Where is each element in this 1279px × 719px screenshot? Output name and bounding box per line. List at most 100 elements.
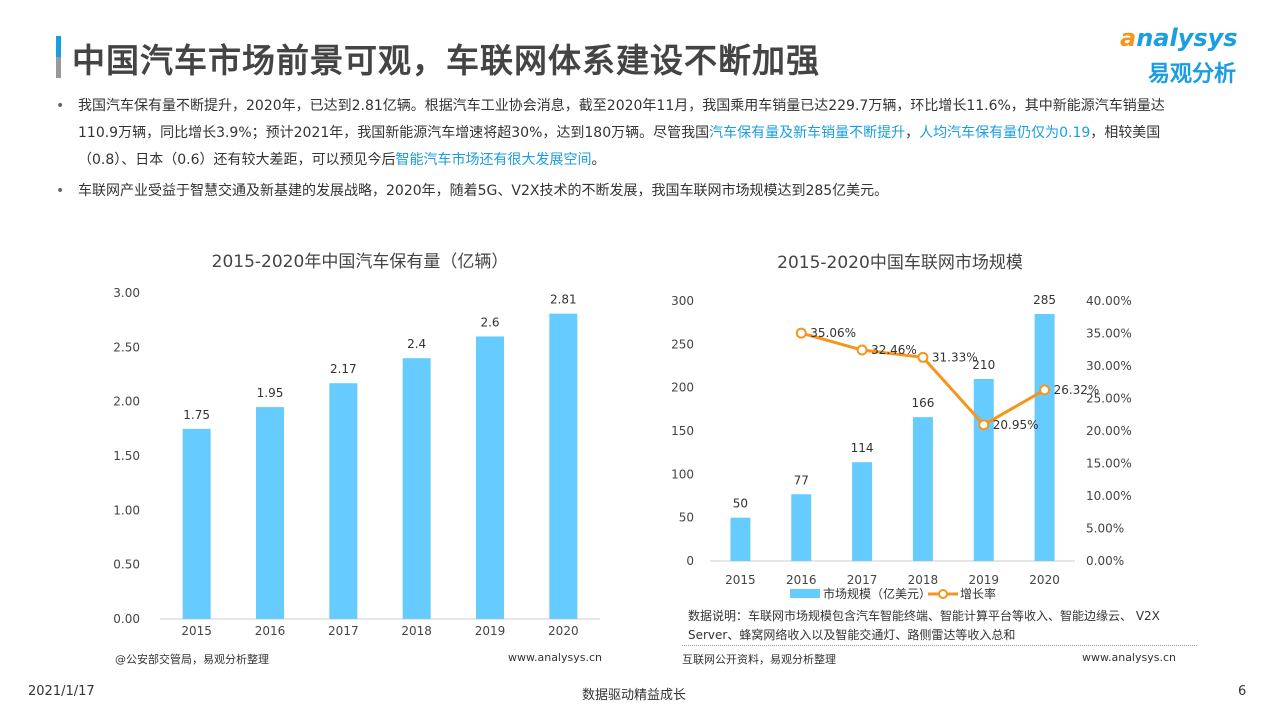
bullet-text: 。 [591, 152, 606, 168]
left-source: @公安部交管局，易观分析整理 [115, 653, 269, 666]
growth-point [795, 327, 807, 339]
right-site: www.analysys.cn [1082, 651, 1176, 664]
y2-tick-label: 40.00% [1086, 294, 1132, 308]
highlight-text: 人均汽车保有量仍仅为0.19 [919, 125, 1091, 141]
bar [730, 517, 751, 561]
x-tick-label: 2016 [255, 624, 286, 638]
y2-tick-label: 25.00% [1086, 392, 1132, 406]
footer-date: 2021/1/17 [28, 684, 95, 699]
x-tick-label: 2015 [181, 624, 212, 638]
bar [549, 313, 578, 619]
y2-tick-label: 0.00% [1086, 554, 1124, 568]
y-tick-label: 300 [671, 294, 694, 308]
growth-point [1039, 384, 1051, 396]
bar [852, 462, 873, 561]
x-tick-label: 2019 [475, 624, 506, 638]
data-label: 210 [972, 358, 995, 372]
bullet-1: 我国汽车保有量不断提升，2020年，已达到2.81亿辆。根据汽车工业协会消息，截… [56, 93, 1202, 174]
bar [912, 417, 933, 561]
highlight-text: 智能汽车市场还有很大发展空间 [395, 152, 592, 168]
page-number: 6 [1238, 684, 1247, 699]
logo: analysys [1120, 24, 1238, 52]
legend-marker [938, 589, 948, 599]
y2-tick-label: 30.00% [1086, 359, 1132, 373]
bar [329, 383, 358, 619]
bullet-text: 车联网产业受益于智慧交通及新基建的发展战略，2020年，随着5G、V2X技术的不… [78, 183, 889, 199]
data-label: 114 [851, 441, 874, 455]
data-label: 1.75 [183, 408, 210, 422]
bullet-text: 我国汽车保有量不断提升，2020年，已达到2.81亿辆。根据汽车工业协会消息，截… [78, 98, 1165, 141]
data-label: 2.81 [550, 293, 577, 307]
bar [476, 336, 504, 619]
bar [973, 379, 994, 561]
y-tick-label: 50 [679, 511, 694, 525]
chart-title: 2015-2020中国车联网市场规模 [777, 253, 1023, 273]
x-tick-label: 2015 [725, 573, 756, 587]
y-tick-label: 0.00 [113, 612, 140, 626]
growth-label: 31.33% [932, 350, 978, 364]
data-label: 2.6 [480, 315, 499, 329]
y-tick-label: 250 [671, 337, 694, 351]
bar [791, 494, 812, 561]
y-tick-label: 2.00 [113, 395, 140, 409]
y-tick-label: 0 [686, 554, 694, 568]
legend-label: 市场规模（亿美元） [823, 586, 931, 600]
growth-label: 20.95% [993, 418, 1039, 432]
iov-market-chart: 2015-2020中国车联网市场规模 0 50 100 150 200 250 300 0.00… [671, 253, 1132, 600]
x-tick-label: 2017 [328, 624, 359, 638]
page-title: 中国汽车市场前景可观，车联网体系建设不断加强 [72, 41, 820, 80]
title-accent-bar [56, 36, 61, 78]
growth-point [917, 351, 929, 363]
x-tick-label: 2016 [786, 573, 817, 587]
growth-label: 26.32% [1054, 383, 1100, 397]
right-source: 互联网公开资料，易观分析整理 [682, 653, 836, 666]
x-tick-label: 2019 [968, 573, 999, 587]
bar [1034, 314, 1055, 561]
data-note: 数据说明：车联网市场规模包含汽车智能终端、智能计算平台等收入、智能边缘云、 V2… [688, 609, 1160, 642]
y-tick-label: 0.50 [113, 558, 140, 572]
y2-tick-label: 20.00% [1086, 424, 1132, 438]
y2-tick-label: 35.00% [1086, 327, 1132, 341]
y-tick-label: 150 [671, 424, 694, 438]
bar [402, 358, 431, 619]
x-tick-label: 2018 [401, 624, 432, 638]
legend-swatch-bar [790, 589, 820, 598]
footer-slogan: 数据驱动精益成长 [582, 688, 687, 703]
chart-title: 2015-2020年中国汽车保有量（亿辆） [212, 252, 509, 272]
y-tick-label: 200 [671, 381, 694, 395]
divider [682, 645, 1197, 646]
growth-label: 32.46% [871, 343, 917, 357]
left-site: www.analysys.cn [508, 651, 602, 664]
data-label: 2.4 [407, 337, 426, 351]
data-label: 285 [1033, 293, 1056, 307]
data-label: 166 [911, 396, 934, 410]
y2-tick-label: 10.00% [1086, 489, 1132, 503]
bullet-text: ，相较美国（0.8）、日本（0.6）还有较大差距，可以预见今后 [78, 125, 1161, 168]
y-tick-label: 100 [671, 467, 694, 481]
growth-point [978, 419, 990, 431]
growth-point [856, 344, 868, 356]
data-label: 50 [733, 497, 748, 511]
y-tick-label: 3.00 [113, 286, 140, 300]
legend-label: 增长率 [960, 586, 996, 600]
y-tick-label: 2.50 [113, 340, 140, 354]
highlight-text: 汽车保有量及新车销量不断提升 [709, 125, 906, 141]
x-tick-label: 2017 [847, 573, 878, 587]
bar [256, 407, 284, 619]
data-label: 2.17 [330, 362, 357, 376]
x-tick-label: 2020 [1029, 573, 1060, 587]
logo-cn: 易观分析 [1148, 62, 1237, 87]
x-tick-label: 2018 [908, 573, 939, 587]
y2-tick-label: 15.00% [1086, 457, 1132, 471]
y-tick-label: 1.00 [113, 503, 140, 517]
growth-line [800, 331, 1046, 427]
bullet-2: 车联网产业受益于智慧交通及新基建的发展战略，2020年，随着5G、V2X技术的不… [56, 178, 1202, 205]
y-tick-label: 1.50 [113, 449, 140, 463]
bar [182, 428, 211, 619]
growth-label: 35.06% [810, 326, 856, 340]
x-tick-label: 2020 [548, 624, 579, 638]
data-label: 77 [794, 473, 809, 487]
car-ownership-chart: 2015-2020年中国汽车保有量（亿辆） 0.00 0.50 1.00 1.50 2.0… [113, 252, 600, 638]
data-label: 1.95 [257, 386, 284, 400]
bullet-text: ， [905, 125, 920, 141]
